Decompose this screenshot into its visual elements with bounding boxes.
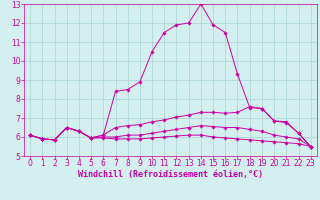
X-axis label: Windchill (Refroidissement éolien,°C): Windchill (Refroidissement éolien,°C) (78, 170, 263, 179)
